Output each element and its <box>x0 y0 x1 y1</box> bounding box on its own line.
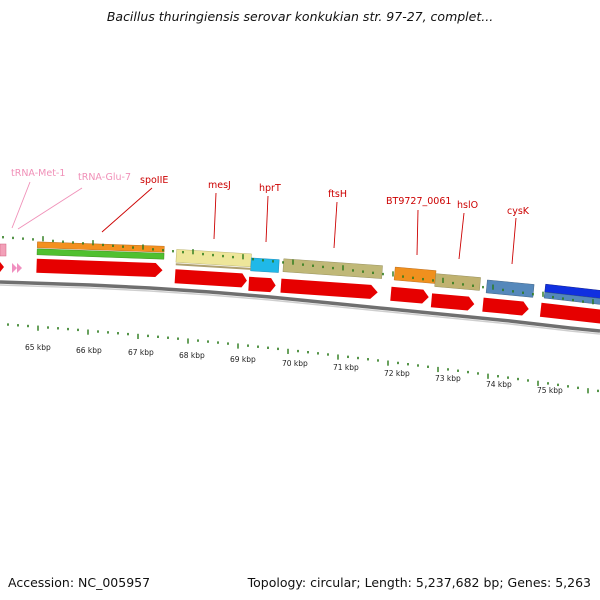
gene-BT9727_0061-box <box>393 266 437 284</box>
feature-tracks <box>0 241 600 324</box>
cds-arrow-mesJ <box>174 269 247 288</box>
scale-label: 74 kbp <box>486 380 512 389</box>
scale-label: 72 kbp <box>384 369 410 378</box>
cds-arrow-hprT <box>248 276 276 293</box>
gene-spoIIE-orange <box>37 241 165 253</box>
gene-hprT-box <box>250 257 280 273</box>
gene-label-tRNA-Glu-7: tRNA-Glu-7 <box>78 172 131 183</box>
gene-labels: tRNA-Met-1 tRNA-Glu-7 spoIIE mesJ hprT f… <box>11 168 530 217</box>
cds-arrow-hslO <box>430 293 475 311</box>
topology-text: Topology: circular; Length: 5,237,682 bp… <box>247 575 591 590</box>
gene-label-BT9727_0061: BT9727_0061 <box>386 196 451 207</box>
gene-hslO-box <box>434 273 481 291</box>
scale-label: 67 kbp <box>128 348 154 357</box>
gene-label-mesJ: mesJ <box>208 180 231 191</box>
cds-arrow-spoIIE <box>36 258 163 277</box>
cds-arrow-right <box>539 302 600 324</box>
gene-spoIIE-green <box>36 248 165 260</box>
scale-label: 68 kbp <box>179 351 205 360</box>
gene-label-ftsH: ftsH <box>328 189 347 200</box>
trna-arrow <box>17 263 22 273</box>
gene-label-hprT: hprT <box>259 183 281 194</box>
cds-arrow-ftsH <box>280 278 378 299</box>
scale-label: 66 kbp <box>76 346 102 355</box>
gene-label-hslO: hslO <box>457 200 478 211</box>
genome-backbone <box>0 280 600 333</box>
gene-cysK-box <box>485 279 535 298</box>
scale-label: 69 kbp <box>230 355 256 364</box>
cds-arrow-cysK <box>482 297 529 316</box>
tick-marks <box>2 236 599 394</box>
trna-box <box>0 243 7 257</box>
label-lines <box>11 181 517 265</box>
accession-text: Accession: NC_005957 <box>8 575 151 590</box>
scale-label: 70 kbp <box>282 359 308 368</box>
cds-arrow-BT9727_0061 <box>390 286 429 304</box>
scale-label: 71 kbp <box>333 363 359 372</box>
gene-steelblue-box <box>543 291 600 306</box>
gene-underline <box>175 263 251 270</box>
scale-label: 75 kbp <box>537 386 563 395</box>
scale-labels: 65 kbp 66 kbp 67 kbp 68 kbp 69 kbp 70 kb… <box>25 343 563 395</box>
scale-label: 73 kbp <box>435 374 461 383</box>
gene-label-cysK: cysK <box>507 206 530 217</box>
gene-label-spoIIE: spoIIE <box>140 175 168 186</box>
trna-arrow <box>0 262 4 272</box>
map-title: Bacillus thuringiensis serovar konkukian… <box>106 9 494 24</box>
trna-arrow <box>12 263 17 273</box>
gene-label-tRNA-Met-1: tRNA-Met-1 <box>11 168 65 179</box>
scale-label: 65 kbp <box>25 343 51 352</box>
